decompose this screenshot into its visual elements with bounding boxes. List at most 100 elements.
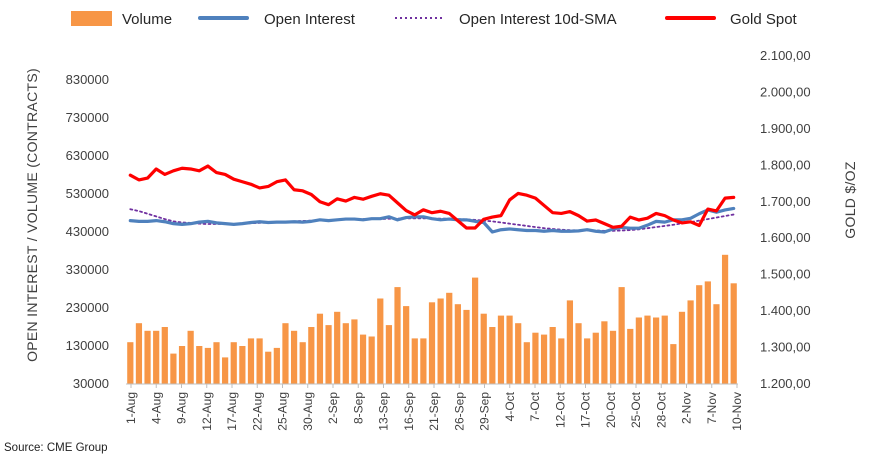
x-tick-label: 12-Aug xyxy=(200,392,214,431)
volume-bar xyxy=(437,298,444,384)
volume-bar xyxy=(463,309,470,384)
volume-bar xyxy=(308,327,315,384)
left-tick-label: 230000 xyxy=(66,300,109,315)
volume-bar xyxy=(239,346,246,384)
volume-bar xyxy=(721,254,729,384)
volume-bar xyxy=(584,338,591,384)
legend-label-open-interest-sma: Open Interest 10d-SMA xyxy=(459,11,617,28)
volume-bar xyxy=(506,315,513,384)
left-tick-label: 330000 xyxy=(66,262,109,277)
volume-bar xyxy=(403,306,410,384)
volume-bar xyxy=(609,330,617,384)
left-axis-ticks: 30000 130000 230000 330000 430000 530000 63000… xyxy=(66,72,109,391)
left-axis-title: OPEN INTEREST / VOLUME (CONTRACTS) xyxy=(24,68,40,362)
volume-bar xyxy=(592,332,599,384)
gold-spot-line xyxy=(128,164,736,230)
x-tick-label: 25-Aug xyxy=(276,392,290,431)
x-tick-label: 22-Aug xyxy=(250,392,264,431)
legend-label-open-interest: Open Interest xyxy=(264,11,356,28)
volume-bar xyxy=(601,321,608,384)
volume-bar xyxy=(661,315,668,384)
left-tick-label: 730000 xyxy=(66,110,109,125)
volume-bar xyxy=(316,313,324,384)
volume-bar xyxy=(558,338,565,384)
legend: Volume Open Interest Open Interest 10d-S… xyxy=(71,11,798,28)
volume-bar xyxy=(290,330,298,384)
volume-bar xyxy=(144,330,151,384)
volume-bar xyxy=(368,336,375,384)
x-tick-label: 4-Aug xyxy=(149,392,163,424)
volume-bar xyxy=(618,287,625,384)
volume-bar xyxy=(549,327,556,384)
volume-bar xyxy=(653,317,660,384)
x-tick-label: 9-Aug xyxy=(175,392,189,424)
volume-bar xyxy=(265,351,272,384)
right-axis-ticks: 1.200,00 1.300,00 1.400,00 1.500,00 1.600,00… xyxy=(760,48,811,391)
volume-bar xyxy=(273,347,280,384)
legend-item-gold-spot: Gold Spot xyxy=(665,11,798,28)
x-tick-label: 8-Sep xyxy=(351,392,365,424)
x-tick-label: 16-Sep xyxy=(402,392,416,431)
volume-bar xyxy=(170,353,177,384)
x-tick-label: 12-Oct xyxy=(553,391,567,428)
right-tick-label: 1.200,00 xyxy=(760,376,811,391)
volume-bar xyxy=(385,325,393,384)
volume-bar xyxy=(325,325,332,384)
right-tick-label: 1.400,00 xyxy=(760,303,811,318)
x-tick-label: 1-Aug xyxy=(124,392,138,424)
right-tick-label: 2.100,00 xyxy=(760,48,811,63)
volume-bars xyxy=(127,254,737,384)
x-tick-label: 17-Oct xyxy=(579,391,593,428)
left-tick-label: 630000 xyxy=(66,148,109,163)
volume-bar xyxy=(497,315,505,384)
volume-bar xyxy=(178,346,186,384)
volume-bar xyxy=(678,311,686,384)
x-tick-label: 7-Nov xyxy=(705,392,719,424)
x-tick-label: 10-Nov xyxy=(730,392,744,431)
right-tick-label: 1.800,00 xyxy=(760,157,811,172)
volume-bar xyxy=(454,304,461,384)
x-tick-label: 13-Sep xyxy=(377,392,391,431)
volume-bar xyxy=(204,347,211,384)
volume-bar xyxy=(670,344,677,384)
volume-bar xyxy=(523,342,530,384)
volume-bar xyxy=(515,323,522,384)
volume-bar xyxy=(532,332,539,384)
left-tick-label: 130000 xyxy=(66,338,109,353)
volume-bar xyxy=(575,323,582,384)
x-tick-label: 4-Oct xyxy=(503,391,517,421)
x-tick-label: 17-Aug xyxy=(225,392,239,431)
x-axis-ticks: 1-Aug 4-Aug 9-Aug 12-Aug 17-Aug 22-Aug 25-Aug 3… xyxy=(124,384,744,431)
right-tick-label: 1.700,00 xyxy=(760,194,811,209)
right-tick-label: 1.900,00 xyxy=(760,121,811,136)
volume-bar xyxy=(635,317,642,384)
volume-bar xyxy=(480,313,487,384)
volume-bar xyxy=(730,283,737,384)
volume-bar xyxy=(713,304,720,384)
volume-bar xyxy=(222,357,229,384)
legend-item-open-interest-sma: Open Interest 10d-SMA xyxy=(395,11,617,28)
right-tick-label: 1.500,00 xyxy=(760,267,811,282)
volume-bar xyxy=(187,330,194,384)
left-tick-label: 530000 xyxy=(66,186,109,201)
volume-bar xyxy=(540,334,548,384)
volume-bar xyxy=(351,319,358,384)
right-tick-label: 1.300,00 xyxy=(760,340,811,355)
x-tick-label: 29-Sep xyxy=(478,392,492,431)
x-tick-label: 20-Oct xyxy=(604,391,618,428)
x-tick-label: 7-Oct xyxy=(528,391,542,421)
volume-bar xyxy=(627,328,634,384)
left-tick-label: 430000 xyxy=(66,224,109,239)
volume-bar xyxy=(196,346,203,384)
left-tick-label: 830000 xyxy=(66,72,109,87)
volume-bar xyxy=(161,327,168,384)
x-tick-label: 28-Oct xyxy=(654,391,668,428)
x-tick-label: 2-Nov xyxy=(680,392,694,424)
legend-label-volume: Volume xyxy=(122,11,172,28)
volume-bar xyxy=(153,330,160,384)
volume-bar xyxy=(342,323,349,384)
volume-bar xyxy=(299,342,306,384)
x-tick-label: 21-Sep xyxy=(427,392,441,431)
volume-bar xyxy=(428,302,436,384)
